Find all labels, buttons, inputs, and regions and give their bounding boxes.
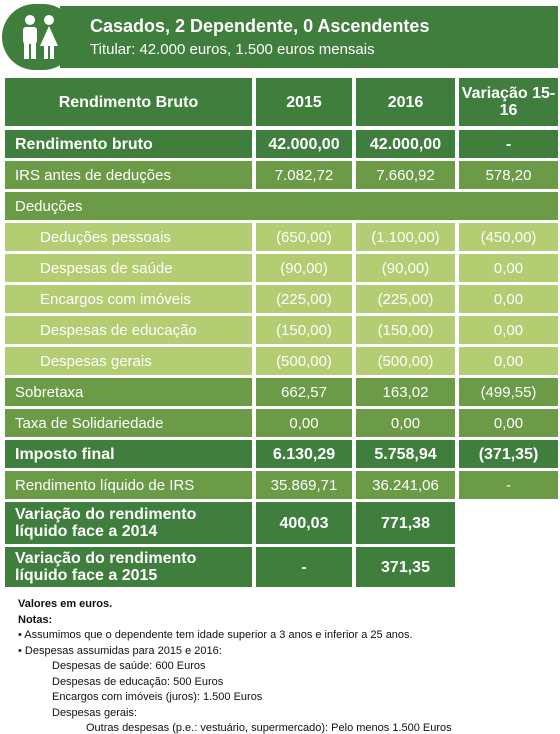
note-line: • Assumimos que o dependente tem idade s… — [18, 629, 413, 641]
cell-value: (500,00) — [356, 347, 455, 375]
cell-value: 35.869,71 — [256, 471, 352, 499]
cell-value: 36.241,06 — [356, 471, 455, 499]
title: Casados, 2 Dependente, 0 Ascendentes — [90, 16, 430, 36]
row-label: Deduções pessoais — [5, 223, 252, 251]
cell-value: 771,38 — [356, 502, 455, 544]
cell-value: (150,00) — [256, 316, 352, 344]
note-line: Despesas gerais: — [52, 706, 137, 719]
cell-value: (90,00) — [256, 254, 352, 282]
row-label: Despesas de educação — [5, 316, 252, 344]
cell-value: - — [459, 471, 558, 499]
note-line: • Despesas assumidas para 2015 e 2016: — [18, 644, 222, 657]
row-label: Rendimento líquido de IRS — [5, 471, 252, 499]
row-label: Rendimento bruto — [5, 130, 252, 158]
cell-value: (1.100,00) — [356, 223, 455, 251]
row-label: Despesas gerais — [5, 347, 252, 375]
cell-value: 5.758,94 — [356, 440, 455, 468]
cell-value: (225,00) — [356, 285, 455, 313]
note-line: Encargos com imóveis (juros): 1.500 Euro… — [52, 691, 263, 703]
cell-value: 6.130,29 — [256, 440, 352, 468]
note-line: Notas: — [18, 613, 53, 626]
cell-value: 662,57 — [256, 378, 352, 406]
cell-value: 0,00 — [459, 347, 558, 375]
note-line: Outras despesas (p.e.: vestuário, superm… — [86, 722, 452, 734]
cell-value: 42.000,00 — [256, 130, 352, 158]
cell-value: (500,00) — [256, 347, 352, 375]
column-header: 2015 — [256, 78, 352, 126]
cell-value: - — [459, 130, 558, 158]
note-line: Despesas de educação: 500 Euros — [52, 675, 224, 688]
cell-value: (90,00) — [356, 254, 455, 282]
cell-value: 7.660,92 — [356, 161, 455, 189]
cell-value: 163,02 — [356, 378, 455, 406]
row-label: Taxa de Solidariedade — [5, 409, 252, 437]
row-label: Imposto final — [5, 440, 252, 468]
cell-value: (225,00) — [256, 285, 352, 313]
cell-value: (499,55) — [459, 378, 558, 406]
cell-value: (150,00) — [356, 316, 455, 344]
cell-value: (650,00) — [256, 223, 352, 251]
row-label: Variação do rendimento líquido face a 20… — [5, 502, 252, 544]
cell-value: 400,03 — [256, 502, 352, 544]
column-header: Variação 15-16 — [459, 78, 558, 126]
cell-value: 0,00 — [459, 316, 558, 344]
column-header: Rendimento Bruto — [5, 78, 252, 126]
cell-value: 0,00 — [356, 409, 455, 437]
cell-value: 0,00 — [459, 254, 558, 282]
column-header: 2016 — [356, 78, 455, 126]
row-label: Sobretaxa — [5, 378, 252, 406]
cell-value: - — [256, 547, 352, 587]
banner: Casados, 2 Dependente, 0 Ascendentes Tit… — [60, 6, 558, 68]
cell-value: 7.082,72 — [256, 161, 352, 189]
note-line: Despesas de saúde: 600 Euros — [52, 660, 206, 672]
note-line: Valores em euros. — [18, 598, 113, 610]
cell-value: 0,00 — [459, 285, 558, 313]
cell-value: (450,00) — [459, 223, 558, 251]
cell-value: 578,20 — [459, 161, 558, 189]
cell-value: 42.000,00 — [356, 130, 455, 158]
row-label: Deduções — [5, 192, 558, 220]
row-label: Encargos com imóveis — [5, 285, 252, 313]
cell-value: 371,35 — [356, 547, 455, 587]
cell-value: (371,35) — [459, 440, 558, 468]
people-icon — [23, 15, 58, 59]
row-label: IRS antes de deduções — [5, 161, 252, 189]
subtitle: Titular: 42.000 euros, 1.500 euros mensa… — [90, 41, 375, 58]
cell-value: 0,00 — [459, 409, 558, 437]
row-label: Variação do rendimento líquido face a 20… — [5, 547, 252, 587]
cell-value: 0,00 — [256, 409, 352, 437]
row-label: Despesas de saúde — [5, 254, 252, 282]
